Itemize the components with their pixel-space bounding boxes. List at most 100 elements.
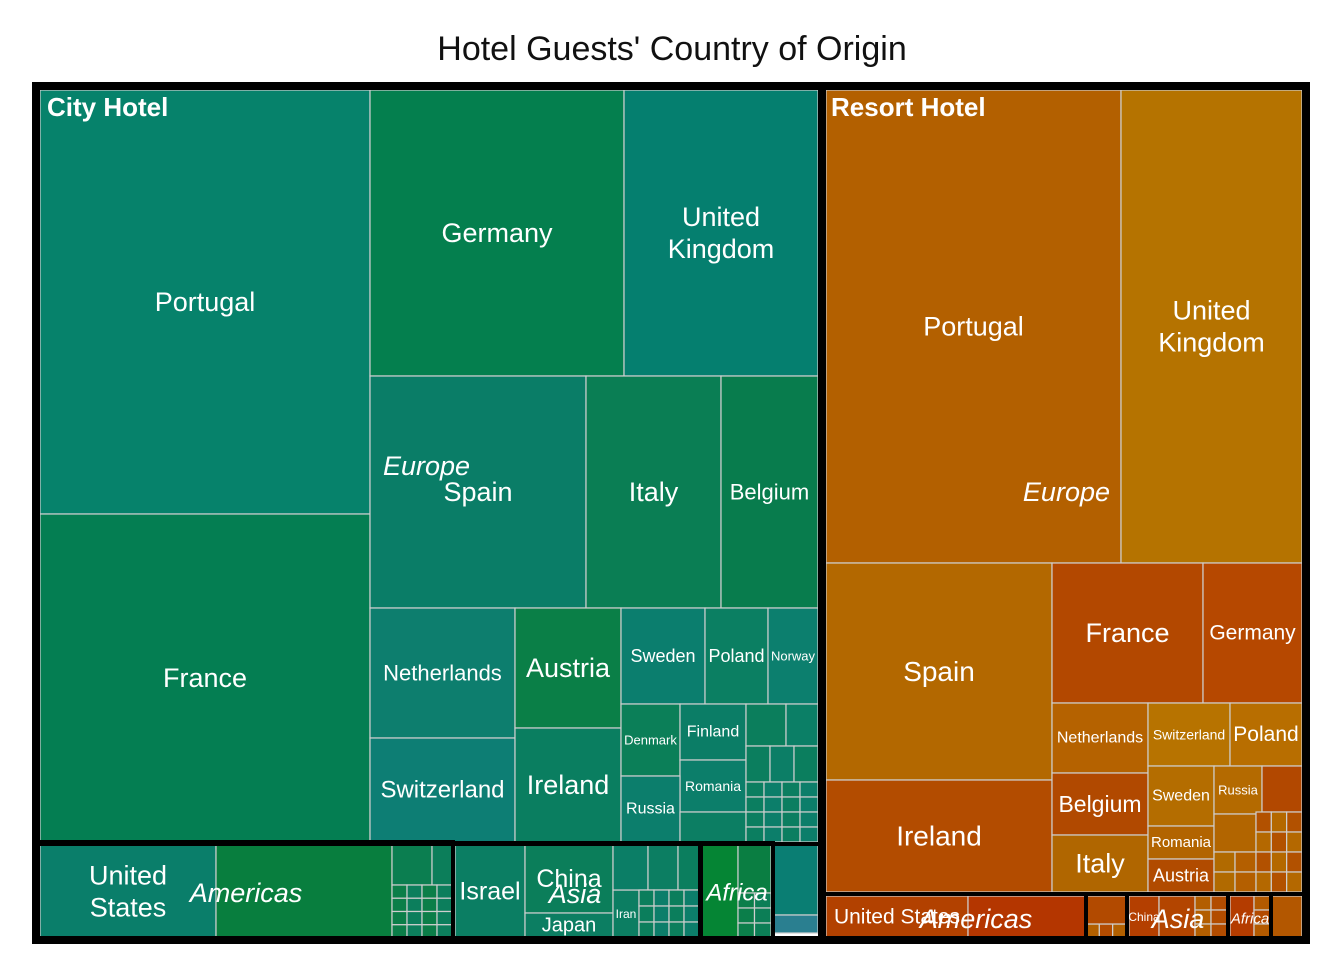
resort-asia-minor-grid-2-1	[1210, 923, 1228, 939]
city-europe-minor-grid-b-2-3	[799, 811, 819, 828]
resort-hotel-sweden-label: Sweden	[1152, 788, 1210, 805]
resort-europe-minor-grid-a-0-1	[1234, 851, 1257, 873]
city-americas-minor-grid-2-1	[406, 910, 423, 926]
city-europe-minor-grid-b-0-0	[745, 781, 765, 798]
city-hotel-france-label: France	[163, 663, 247, 693]
resort-europe-minor-grid-b-2-1	[1270, 851, 1288, 873]
city-hotel-austria-label: Austria	[526, 653, 611, 683]
city-americas-minor-grid-0-1	[406, 884, 423, 899]
chart-title: Hotel Guests' Country of Origin	[437, 30, 907, 68]
city-hotel-netherlands-cell	[369, 607, 516, 739]
resort-hotel-label: Resort Hotel	[831, 92, 986, 122]
city-americas-minor-grid-2-3	[436, 910, 453, 926]
city-hotel-united-kingdom-cell	[623, 89, 819, 377]
resort-hotel-portugal-label: Portugal	[923, 312, 1024, 342]
city-hotel-russia-cell	[620, 775, 681, 843]
city-hotel-japan-cell	[524, 912, 614, 939]
city-hotel-iran-label: Iran	[616, 907, 637, 921]
city-americas-minor-grid-2-2	[421, 910, 438, 926]
resort-europe-minor-grid-b-3-1	[1270, 871, 1288, 893]
city-hotel-europe-label: Europe	[383, 451, 470, 481]
city-americas-minor-grid-1-0	[391, 897, 408, 913]
city-americas-minor-grid-1-1	[406, 897, 423, 913]
resort-other-cell	[1271, 895, 1303, 939]
resort-asia-minor-grid-1-1	[1210, 909, 1228, 925]
city-hotel-israel-label: Israel	[459, 878, 520, 906]
resort-europe-minor-grid-b-1-2	[1286, 831, 1303, 853]
city-hotel-norway-label: Norway	[771, 649, 816, 664]
city-hotel-united-kingdom-label-line-2: Kingdom	[668, 234, 775, 264]
city-hotel-china-label: China	[536, 865, 601, 893]
resort-hotel-austria-label: Austria	[1153, 866, 1210, 886]
city-hotel-sweden-label: Sweden	[630, 646, 695, 666]
city-americas-minor-grid-2-0	[391, 910, 408, 926]
city-hotel-austria-cell	[514, 607, 622, 729]
city-americas-minor-grid-0-3	[436, 884, 453, 899]
city-africa-minor-grid-1-1	[753, 907, 772, 924]
city-asia-minor-grid-1-1	[653, 905, 670, 923]
city-europe-minor-grid-a-0-0	[745, 745, 771, 783]
resort-hotel-belgium-label: Belgium	[1058, 791, 1141, 817]
city-hotel-americas-label: Americas	[188, 878, 303, 908]
resort-asia-minor-grid-0-1	[1210, 895, 1228, 911]
city-hotel-germany-cell	[369, 89, 625, 377]
city-europe-minor-grid-b-2-2	[781, 811, 801, 828]
city-hotel-label: City Hotel	[47, 92, 168, 122]
city-hotel-finland-label: Finland	[687, 724, 739, 741]
resort-hotel-africa-label: Africa	[1230, 911, 1269, 928]
city-asia-minor-grid-1-3	[683, 905, 700, 923]
city-europe-minor-grid-b-3-2	[781, 826, 801, 843]
city-other-cell-1	[773, 844, 819, 916]
resort-hotel-united-states-cell	[825, 895, 969, 939]
resort-hotel-italy-label: Italy	[1075, 849, 1125, 879]
resort-europe-minor-grid-b-3-2	[1286, 871, 1303, 893]
resort-europe-minor-cell-2	[1213, 813, 1257, 853]
resort-hotel-united-kingdom-label-line-2: Kingdom	[1158, 328, 1265, 358]
resort-americas-minor-grid-0-1	[1098, 923, 1114, 939]
city-europe-minor-cell-1	[679, 811, 747, 843]
city-hotel-russia-label: Russia	[626, 801, 675, 818]
city-hotel-poland-cell	[704, 607, 769, 705]
resort-americas-other-cell	[967, 895, 1087, 939]
resort-hotel-ireland-label: Ireland	[896, 821, 982, 852]
resort-hotel-spain-cell	[825, 562, 1053, 781]
resort-europe-minor-grid-b-3-0	[1255, 871, 1272, 893]
resort-hotel-france-cell	[1051, 562, 1204, 704]
city-hotel-poland-label: Poland	[708, 646, 764, 666]
city-hotel-asia-label: Asia	[547, 879, 602, 909]
city-europe-minor-grid-a-0-2	[793, 745, 819, 783]
city-asia-minor-cell-2	[647, 844, 679, 891]
city-hotel-norway-cell	[767, 607, 819, 705]
resort-hotel-france-label: France	[1085, 618, 1169, 648]
resort-hotel-germany-label: Germany	[1209, 622, 1296, 645]
city-africa-minor-grid-1-0	[737, 907, 756, 924]
resort-europe-minor-grid-b-1-1	[1270, 831, 1288, 853]
city-hotel-switzerland-label: Switzerland	[380, 777, 504, 804]
city-europe-minor-grid-b-0-3	[799, 781, 819, 798]
city-americas-minor-grid-0-0	[391, 884, 408, 899]
resort-hotel-romania-label: Romania	[1151, 834, 1212, 851]
resort-hotel-netherlands-cell	[1051, 702, 1149, 774]
city-hotel-spain-label: Spain	[443, 477, 512, 507]
city-asia-minor-grid-1-0	[638, 905, 655, 923]
resort-hotel-frame	[818, 82, 1310, 944]
city-hotel-ireland-cell	[514, 727, 622, 843]
resort-europe-minor-cell-1	[1261, 765, 1303, 813]
city-africa-cell-1	[701, 844, 739, 939]
city-hotel-belgium-label: Belgium	[730, 480, 809, 505]
city-hotel-united-states-cell	[39, 844, 217, 939]
resort-europe-minor-grid-b-2-0	[1255, 851, 1272, 873]
city-europe-minor-grid-b-3-1	[763, 826, 783, 843]
city-asia-minor-cell-1	[612, 844, 649, 891]
city-americas-minor-grid-1-3	[436, 897, 453, 913]
city-europe-minor-grid-b-3-3	[799, 826, 819, 843]
city-europe-minor-grid-b-1-3	[799, 796, 819, 813]
resort-europe-minor-grid-a-0-0	[1213, 851, 1236, 873]
city-hotel-united-states-label-line-2: States	[90, 893, 167, 923]
city-europe-minor-cell-3	[785, 703, 819, 747]
city-europe-minor-grid-a-0-1	[769, 745, 795, 783]
city-europe-minor-grid-b-1-0	[745, 796, 765, 813]
city-americas-minor-grid-1-2	[421, 897, 438, 913]
city-hotel-united-kingdom-label-line-1: United	[682, 202, 760, 232]
resort-hotel-poland-cell	[1229, 702, 1303, 767]
